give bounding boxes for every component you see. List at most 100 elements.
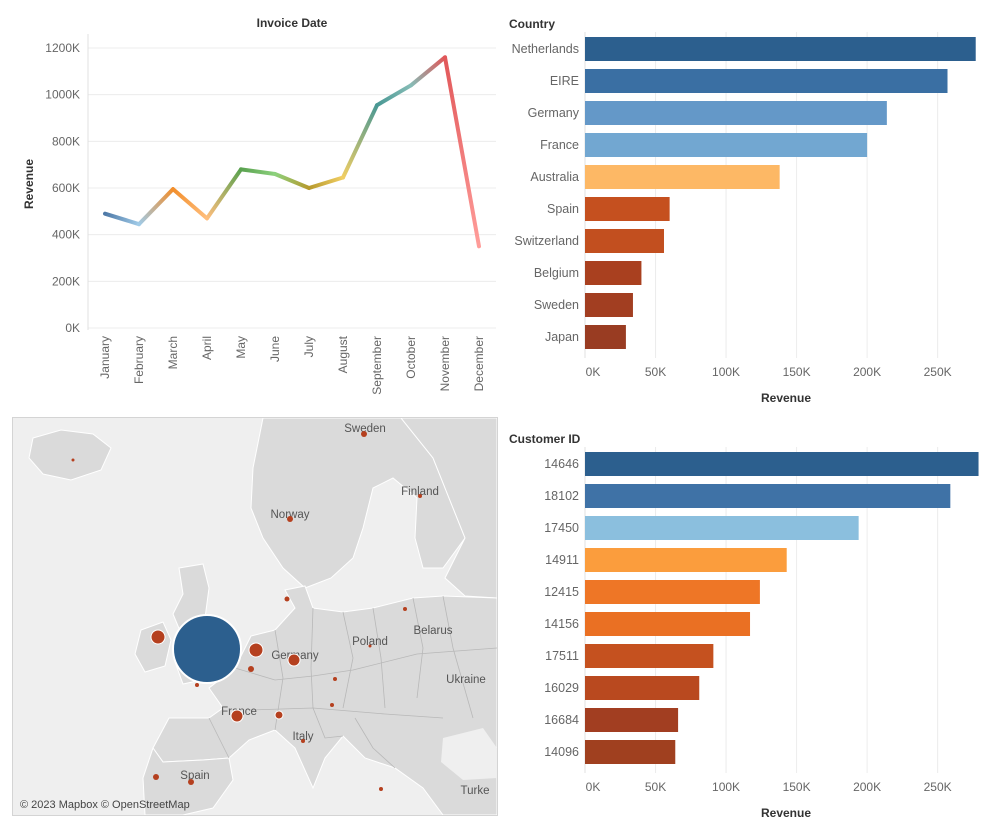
- x-tick-label: 200K: [853, 780, 881, 794]
- x-tick-label: 150K: [783, 780, 811, 794]
- customer-bar-14646[interactable]: [585, 452, 979, 476]
- map-marker[interactable]: [301, 739, 305, 743]
- x-tick-label: January: [98, 336, 112, 379]
- map-marker[interactable]: [195, 683, 199, 687]
- country-bar-switzerland[interactable]: [585, 229, 664, 253]
- map-marker[interactable]: [248, 666, 254, 672]
- map-marker[interactable]: [361, 431, 367, 437]
- country-bar-japan[interactable]: [585, 325, 626, 349]
- map-attribution[interactable]: © 2023 Mapbox © OpenStreetMap: [20, 799, 190, 811]
- map-marker[interactable]: [379, 787, 383, 791]
- country-bar-australia[interactable]: [585, 165, 780, 189]
- customer-bar-14156[interactable]: [585, 612, 751, 636]
- country-bar-spain[interactable]: [585, 197, 670, 221]
- map-label-finland: Finland: [401, 486, 439, 498]
- map-marker[interactable]: [153, 774, 159, 780]
- line-segment-november[interactable]: [443, 55, 481, 249]
- country-category-label: France: [540, 138, 579, 152]
- customer-bar-12415[interactable]: [585, 580, 760, 604]
- line-segment-february[interactable]: [137, 187, 175, 227]
- x-tick-label: March: [166, 336, 180, 369]
- customer-bar-17511[interactable]: [585, 644, 714, 668]
- country-category-label: EIRE: [550, 74, 579, 88]
- country-category-label: Sweden: [534, 298, 579, 312]
- map-marker[interactable]: [248, 642, 264, 658]
- y-tick-label: 800K: [52, 134, 80, 148]
- customer-category-label: 17511: [545, 649, 579, 663]
- revenue-by-country-chart: Country 0K 50K 100K 150K 200K 250K Revenue Nethe…: [509, 17, 976, 405]
- x-tick-label: 50K: [645, 365, 666, 379]
- customer-bar-18102[interactable]: [585, 484, 951, 508]
- country-category-label: Spain: [547, 202, 579, 216]
- map-marker[interactable]: [403, 607, 407, 611]
- country-bar-france[interactable]: [585, 133, 868, 157]
- y-tick-label: 400K: [52, 228, 80, 242]
- line-segment-may[interactable]: [239, 167, 277, 176]
- customer-bar-16684[interactable]: [585, 708, 679, 732]
- customer-bar-16029[interactable]: [585, 676, 700, 700]
- line-segment-april[interactable]: [205, 167, 243, 221]
- line-chart-title: Invoice Date: [257, 16, 328, 30]
- country-header: Country: [509, 17, 555, 31]
- x-tick-label: June: [268, 336, 282, 362]
- country-bar-netherlands[interactable]: [585, 37, 976, 61]
- x-tick-label: August: [336, 335, 350, 373]
- map-marker-large[interactable]: [172, 614, 242, 684]
- line-segment-march[interactable]: [171, 187, 209, 221]
- revenue-map-panel[interactable]: SwedenFinlandNorwayBelarusPolandGermanyU…: [12, 417, 498, 816]
- line-segment-july[interactable]: [307, 175, 345, 190]
- line-segment-october[interactable]: [409, 55, 447, 88]
- y-tick-label: 1200K: [45, 41, 80, 55]
- map-marker[interactable]: [71, 458, 75, 462]
- map-marker[interactable]: [418, 494, 422, 498]
- line-segment-august[interactable]: [341, 103, 379, 180]
- map-borders: [208, 595, 497, 769]
- map-marker[interactable]: [188, 779, 194, 785]
- country-bar-sweden[interactable]: [585, 293, 633, 317]
- country-bar-belgium[interactable]: [585, 261, 642, 285]
- x-tick-label: 0K: [586, 365, 601, 379]
- line-segment-june[interactable]: [273, 172, 311, 190]
- customer-category-label: 14911: [545, 553, 579, 567]
- x-tick-label: 250K: [924, 780, 952, 794]
- map-marker[interactable]: [274, 710, 284, 720]
- customer-category-label: 14646: [544, 457, 579, 471]
- europe-map[interactable]: SwedenFinlandNorwayBelarusPolandGermanyU…: [13, 418, 497, 815]
- country-category-label: Japan: [545, 330, 579, 344]
- customer-category-label: 16684: [544, 713, 579, 727]
- x-tick-label: 50K: [645, 780, 666, 794]
- line-segment-january[interactable]: [103, 211, 141, 227]
- country-bar-eire[interactable]: [585, 69, 948, 93]
- customer-bar-17450[interactable]: [585, 516, 859, 540]
- map-marker[interactable]: [333, 677, 337, 681]
- customer-bar-14096[interactable]: [585, 740, 676, 764]
- map-label-ukraine: Ukraine: [446, 674, 486, 686]
- map-marker[interactable]: [284, 596, 290, 602]
- map-marker[interactable]: [287, 516, 293, 522]
- map-marker[interactable]: [230, 709, 244, 723]
- x-tick-label: 100K: [712, 365, 740, 379]
- map-marker[interactable]: [368, 644, 372, 648]
- customer-bar-14911[interactable]: [585, 548, 787, 572]
- customer-category-label: 16029: [544, 681, 579, 695]
- x-tick-label: 200K: [853, 365, 881, 379]
- map-marker[interactable]: [150, 629, 166, 645]
- line-segment-september[interactable]: [375, 83, 413, 108]
- country-category-label: Switzerland: [514, 234, 579, 248]
- map-marker[interactable]: [287, 653, 301, 667]
- x-tick-label: November: [438, 336, 452, 391]
- map-land: [28, 418, 497, 815]
- customer-category-label: 14156: [544, 617, 579, 631]
- country-bar-germany[interactable]: [585, 101, 887, 125]
- y-tick-label: 1000K: [45, 88, 80, 102]
- country-category-label: Australia: [530, 170, 579, 184]
- map-label-belarus: Belarus: [414, 625, 453, 637]
- revenue-by-customer-chart: Customer ID 0K 50K 100K 150K 200K 250K Revenue 1…: [509, 432, 979, 820]
- map-label-norway: Norway: [271, 509, 310, 521]
- map-marker[interactable]: [330, 703, 334, 707]
- customer-category-label: 12415: [544, 585, 579, 599]
- country-category-label: Netherlands: [512, 42, 579, 56]
- map-label-poland: Poland: [352, 636, 388, 648]
- customer-x-axis-title: Revenue: [761, 806, 811, 820]
- y-tick-label: 0K: [65, 321, 80, 335]
